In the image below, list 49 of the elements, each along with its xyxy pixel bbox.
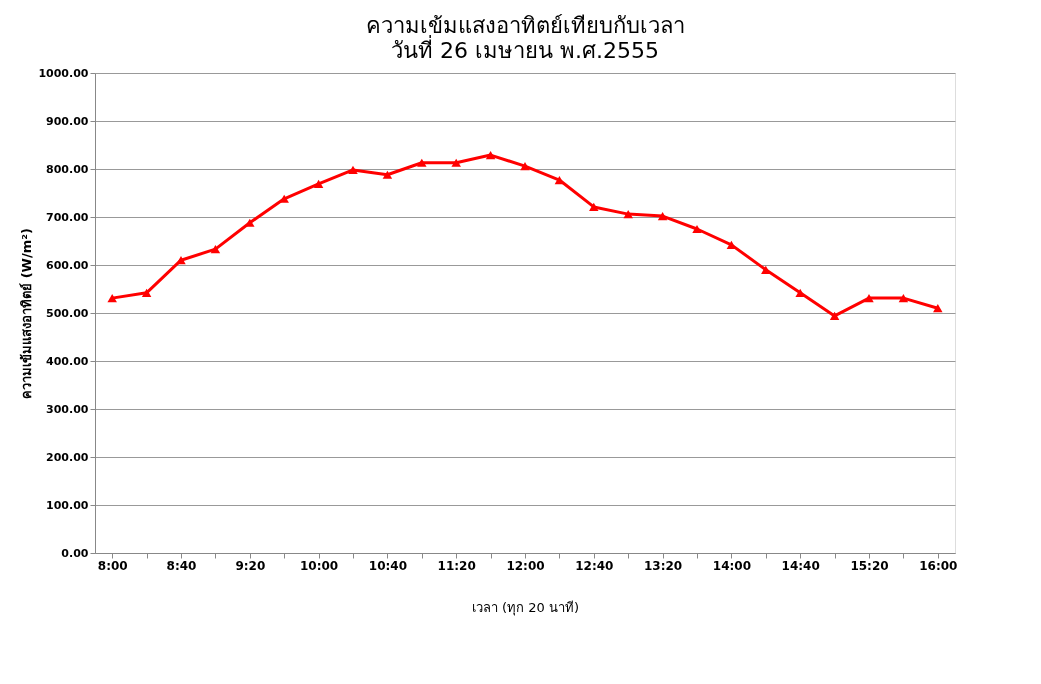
y-tick-label: 200.00 <box>46 450 89 464</box>
point <box>933 304 943 313</box>
point <box>245 218 255 227</box>
y-tick-label: 900.00 <box>46 114 89 128</box>
y-tick-label: 800.00 <box>46 162 89 176</box>
point <box>348 165 358 175</box>
y-tick-label: 300.00 <box>46 402 89 416</box>
point <box>176 256 186 265</box>
y-tick-label: 0.00 <box>61 546 89 560</box>
y-tick-label: 600.00 <box>46 258 89 272</box>
y-tick-label: 1000.00 <box>38 66 89 80</box>
y-tick-label: 700.00 <box>46 210 89 224</box>
point <box>589 202 599 212</box>
x-tick-label: 9:20 <box>235 558 266 573</box>
y-tick-label: 400.00 <box>46 354 89 368</box>
point <box>829 311 840 320</box>
x-tick-label: 12:40 <box>575 558 614 573</box>
point <box>864 294 874 303</box>
point <box>210 245 221 254</box>
point <box>417 158 427 167</box>
y-tick-label: 100.00 <box>46 498 89 512</box>
point <box>451 158 461 167</box>
point <box>382 170 393 179</box>
x-tick-label: 11:20 <box>437 558 476 573</box>
x-tick-label: 14:00 <box>712 558 751 573</box>
y-tick-label: 500.00 <box>46 306 89 320</box>
x-tick-label: 16:00 <box>919 558 958 573</box>
point <box>795 288 805 297</box>
x-tick-label: 12:00 <box>506 558 545 573</box>
y-axis-title: ความเข้มแสงอาทิตย์ (W/m²) <box>19 228 35 399</box>
x-tick-label: 13:20 <box>644 558 683 573</box>
point <box>761 265 771 274</box>
x-tick-label: 14:40 <box>781 558 820 573</box>
x-axis-title: เวลา (ทุก 20 นาที) <box>471 599 580 616</box>
x-tick-label: 15:20 <box>850 558 889 573</box>
x-tick-label: 8:40 <box>166 558 197 573</box>
x-tick-label: 8:00 <box>97 558 128 573</box>
point <box>898 294 909 303</box>
x-tick-label: 10:00 <box>300 558 339 573</box>
point <box>141 288 152 297</box>
point <box>313 179 324 188</box>
x-tick-label: 10:40 <box>368 558 407 573</box>
point <box>520 162 530 171</box>
chart-subtitle: วันที่ 26 เมษายน พ.ศ.2555 <box>391 35 659 63</box>
point <box>692 224 702 234</box>
point <box>623 210 633 219</box>
point <box>485 150 496 160</box>
point <box>107 294 117 303</box>
point <box>657 211 668 221</box>
